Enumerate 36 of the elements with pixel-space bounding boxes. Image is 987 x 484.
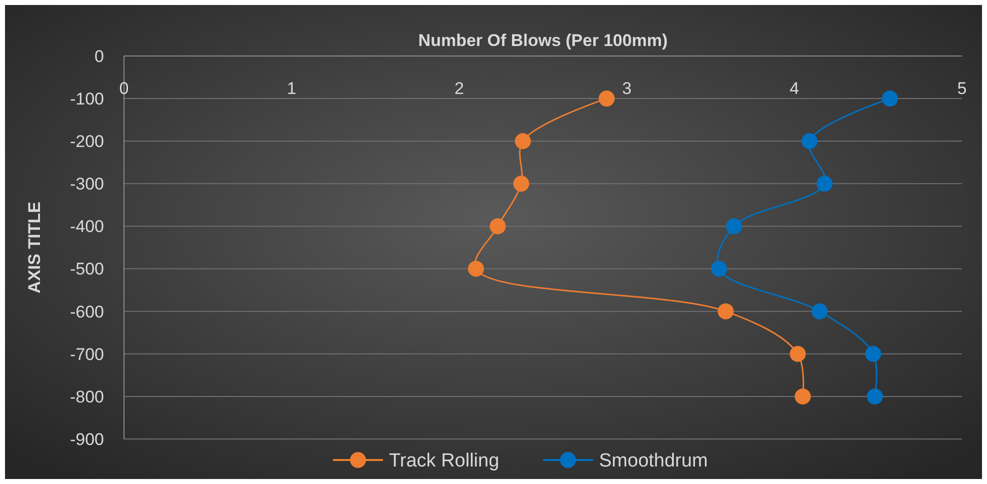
point [794,388,811,404]
x-tick-label: 0 [119,79,129,98]
x-tick-label: 4 [790,79,800,98]
point [710,260,727,277]
point [812,303,828,320]
y-tick-label: -400 [70,217,104,236]
point [816,176,833,192]
point [598,90,615,107]
x-tick-label: 3 [622,79,632,98]
y-tick-label: -300 [70,174,104,194]
legend-label: Track Rolling [389,450,500,472]
point [866,388,883,404]
y-tick-label: 0 [94,46,104,66]
x-tick-label: 5 [957,79,967,98]
x-tick-label: 2 [454,79,464,98]
y-tick-label: -100 [70,90,104,109]
point [490,218,506,234]
x-tick-label: 1 [286,79,296,98]
y-axis-title: AXIS TITLE [25,202,44,294]
y-tick-label: -600 [70,302,104,322]
point [882,90,898,107]
y-tick-label: -500 [70,260,104,279]
point [514,133,531,150]
point [726,218,742,234]
y-tick-label: -900 [70,430,104,449]
point [718,303,734,320]
y-tick-label: -700 [70,344,104,364]
x-axis-title: Number Of Blows (Per 100mm) [418,31,668,50]
point [865,346,882,362]
y-tick-label: -200 [70,132,104,152]
legend-label: Smoothdrum [599,450,708,472]
point [468,260,484,277]
point [801,133,818,150]
y-tick-label: -800 [70,387,104,406]
point [790,346,806,362]
point [513,176,530,192]
